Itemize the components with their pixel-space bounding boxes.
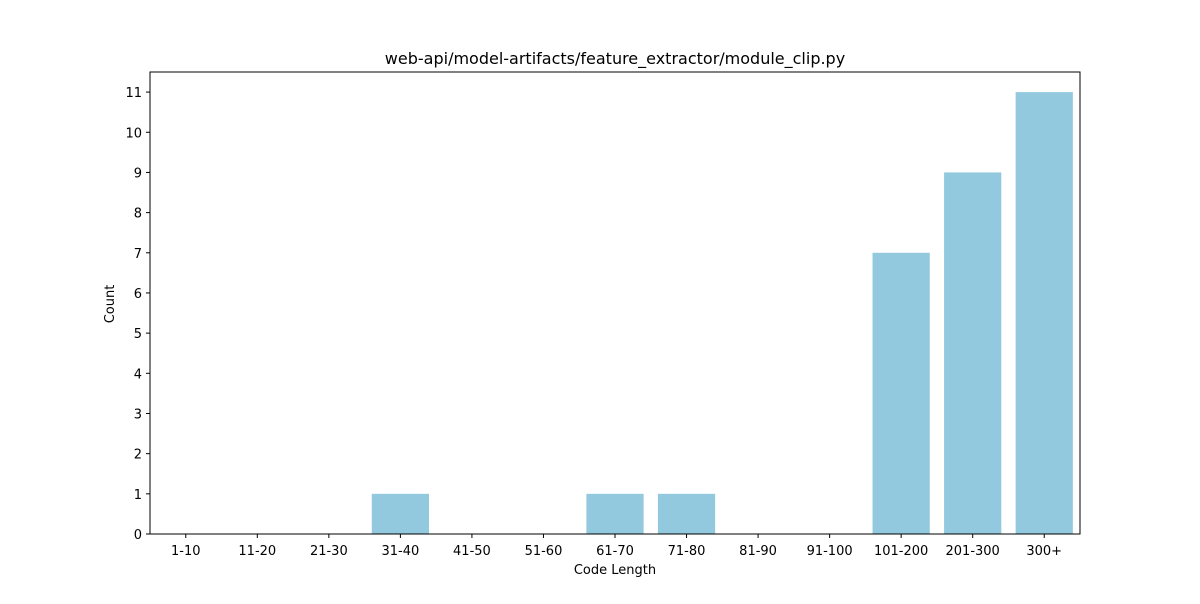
bar-31-40 bbox=[371, 493, 429, 534]
x-tick-label: 31-40 bbox=[381, 544, 419, 559]
y-tick-label: 8 bbox=[134, 207, 142, 222]
bar-101-200 bbox=[872, 252, 930, 534]
bar-201-300 bbox=[944, 172, 1002, 534]
x-tick-label: 41-50 bbox=[453, 544, 491, 559]
y-tick-label: 9 bbox=[134, 166, 142, 181]
y-tick-label: 7 bbox=[134, 247, 142, 262]
y-tick-label: 5 bbox=[134, 327, 142, 342]
y-axis-label: Count bbox=[103, 285, 118, 324]
x-tick-label: 201-300 bbox=[946, 544, 1000, 559]
y-tick-label: 6 bbox=[134, 287, 142, 302]
x-tick-label: 81-90 bbox=[739, 544, 777, 559]
bar-300+ bbox=[1015, 92, 1073, 534]
x-tick-label: 71-80 bbox=[668, 544, 706, 559]
x-tick-label: 101-200 bbox=[874, 544, 928, 559]
chart-title: web-api/model-artifacts/feature_extracto… bbox=[385, 49, 845, 69]
x-tick-label: 21-30 bbox=[310, 544, 348, 559]
y-tick-label: 3 bbox=[134, 407, 142, 422]
plot-frame bbox=[149, 71, 1081, 535]
x-axis-ticks: 1-10 11-20 21-30 31-40 41-50 51-60 61-70 71-80 8… bbox=[171, 534, 1062, 559]
y-tick-label: 11 bbox=[125, 86, 142, 101]
x-tick-label: 91-100 bbox=[807, 544, 853, 559]
x-tick-label: 11-20 bbox=[238, 544, 276, 559]
y-axis-ticks: 0 1 2 3 4 5 6 7 8 9 10 11 bbox=[125, 86, 150, 543]
y-tick-label: 1 bbox=[134, 488, 142, 503]
x-tick-label: 51-60 bbox=[525, 544, 563, 559]
y-tick-label: 2 bbox=[134, 448, 142, 463]
y-tick-label: 0 bbox=[134, 528, 142, 543]
bar-61-70 bbox=[586, 493, 644, 534]
x-tick-label: 61-70 bbox=[596, 544, 634, 559]
x-axis-label: Code Length bbox=[574, 563, 656, 578]
bars-layer bbox=[371, 92, 1073, 534]
x-tick-label: 300+ bbox=[1026, 544, 1062, 559]
y-tick-label: 4 bbox=[134, 367, 142, 382]
y-tick-label: 10 bbox=[125, 126, 142, 141]
x-tick-label: 1-10 bbox=[171, 544, 201, 559]
bar-71-80 bbox=[657, 493, 716, 534]
